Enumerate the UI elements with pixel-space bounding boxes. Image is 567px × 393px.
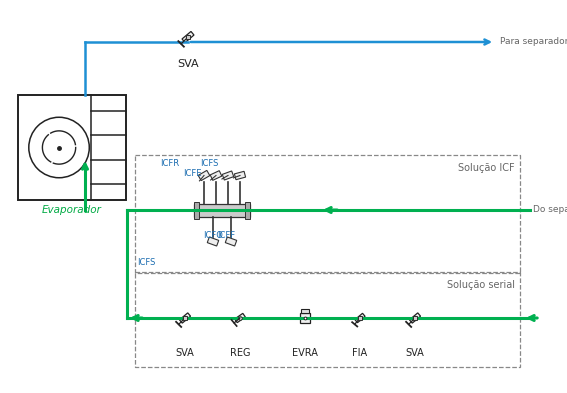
Bar: [301, 309, 309, 313]
Polygon shape: [198, 171, 210, 181]
Polygon shape: [355, 313, 365, 323]
Bar: [18, 95, 126, 200]
Text: SVA: SVA: [177, 59, 199, 69]
Polygon shape: [180, 313, 191, 323]
Text: ICFS: ICFS: [137, 258, 155, 267]
Text: ICFF: ICFF: [217, 231, 235, 240]
Bar: [194, 202, 199, 219]
Text: REG: REG: [230, 348, 250, 358]
Polygon shape: [234, 171, 246, 180]
Polygon shape: [409, 313, 421, 323]
Text: FIA: FIA: [353, 348, 367, 358]
Text: SVA: SVA: [405, 348, 424, 358]
Polygon shape: [208, 237, 219, 246]
Text: SVA: SVA: [176, 348, 194, 358]
Text: Do separador de líquido: Do separador de líquido: [533, 206, 567, 215]
Polygon shape: [225, 237, 237, 246]
Text: ICFE: ICFE: [183, 169, 201, 178]
Text: Solução ICF: Solução ICF: [458, 163, 515, 173]
Bar: [245, 202, 250, 219]
Bar: [300, 313, 310, 323]
Polygon shape: [235, 313, 246, 323]
Bar: [194, 204, 250, 217]
Text: ICFO: ICFO: [203, 231, 223, 240]
Polygon shape: [182, 31, 194, 42]
Text: Solução serial: Solução serial: [447, 280, 515, 290]
Text: ICFS: ICFS: [200, 159, 218, 168]
Text: ICFR: ICFR: [160, 159, 179, 168]
Text: Para separador de líquido: Para separador de líquido: [500, 37, 567, 46]
Text: Evaporador: Evaporador: [42, 205, 102, 215]
Text: EVRA: EVRA: [292, 348, 318, 358]
Polygon shape: [210, 171, 222, 180]
Polygon shape: [222, 171, 234, 180]
